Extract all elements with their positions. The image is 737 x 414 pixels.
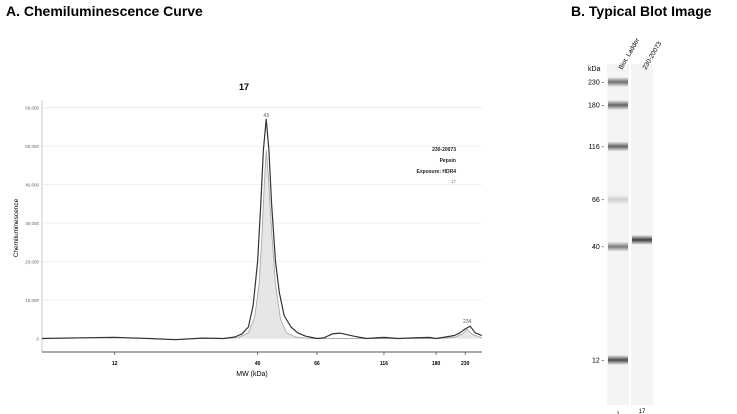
ladder-lane — [607, 64, 629, 405]
ladder-band — [608, 141, 628, 152]
ladder-band — [608, 355, 628, 365]
peak-label: 234 — [463, 319, 472, 325]
raw-trace-line — [41, 118, 483, 341]
y-tick-label: 30,000 — [25, 221, 39, 226]
ladder-band-label: 66 - — [592, 197, 605, 204]
y-axis-label: Chemiluminescence — [13, 198, 20, 257]
y-tick-label: 20,000 — [25, 260, 39, 265]
x-tick-label: 116 — [380, 361, 388, 367]
lane-number: 1 — [616, 412, 620, 414]
x-tick-label: 12 — [112, 361, 118, 367]
legend-line: 230-20073 — [432, 147, 456, 153]
panel-a-title: A. Chemiluminescence Curve — [6, 3, 203, 19]
ladder-band — [608, 77, 628, 87]
x-axis-label: MW (kDa) — [236, 371, 268, 378]
fitted-curve-line — [223, 149, 483, 339]
chart-title: 17 — [239, 82, 249, 92]
blot-image: 230 -180 -116 -66 -40 -12 -kDa Biot. Ladd… — [588, 36, 663, 414]
legend-line: 17 — [451, 179, 457, 184]
sample-band — [632, 234, 652, 245]
lane-number: 17 — [639, 409, 646, 414]
ladder-band-label: 180 - — [588, 103, 605, 110]
ladder-band — [608, 100, 628, 111]
x-tick-label: 40 — [255, 361, 261, 367]
ladder-band-label: 40 - — [592, 244, 605, 251]
y-tick-label: 0 — [36, 337, 39, 342]
peak-label: 43 — [263, 113, 269, 119]
sample-lane — [631, 64, 653, 405]
y-tick-label: 10,000 — [25, 298, 39, 303]
x-tick-label: 180 — [432, 361, 441, 367]
y-tick-label: 50,000 — [25, 144, 39, 149]
y-tick-label: 60,000 — [25, 106, 39, 111]
ladder-band-label: 230 - — [588, 80, 605, 87]
ladder-band-label: 12 - — [592, 358, 605, 365]
ladder-band-label: 116 - — [589, 144, 605, 151]
legend-line: Exposure: HDR4 — [417, 169, 457, 175]
x-tick-label: 230 — [461, 361, 470, 367]
panel-b-title: B. Typical Blot Image — [571, 3, 712, 19]
legend-line: Pepsin — [440, 158, 456, 164]
ladder-band — [608, 194, 628, 205]
kda-label: kDa — [588, 66, 601, 73]
x-tick-label: 66 — [314, 361, 320, 367]
y-tick-label: 40,000 — [25, 183, 39, 188]
ladder-band — [608, 241, 628, 252]
